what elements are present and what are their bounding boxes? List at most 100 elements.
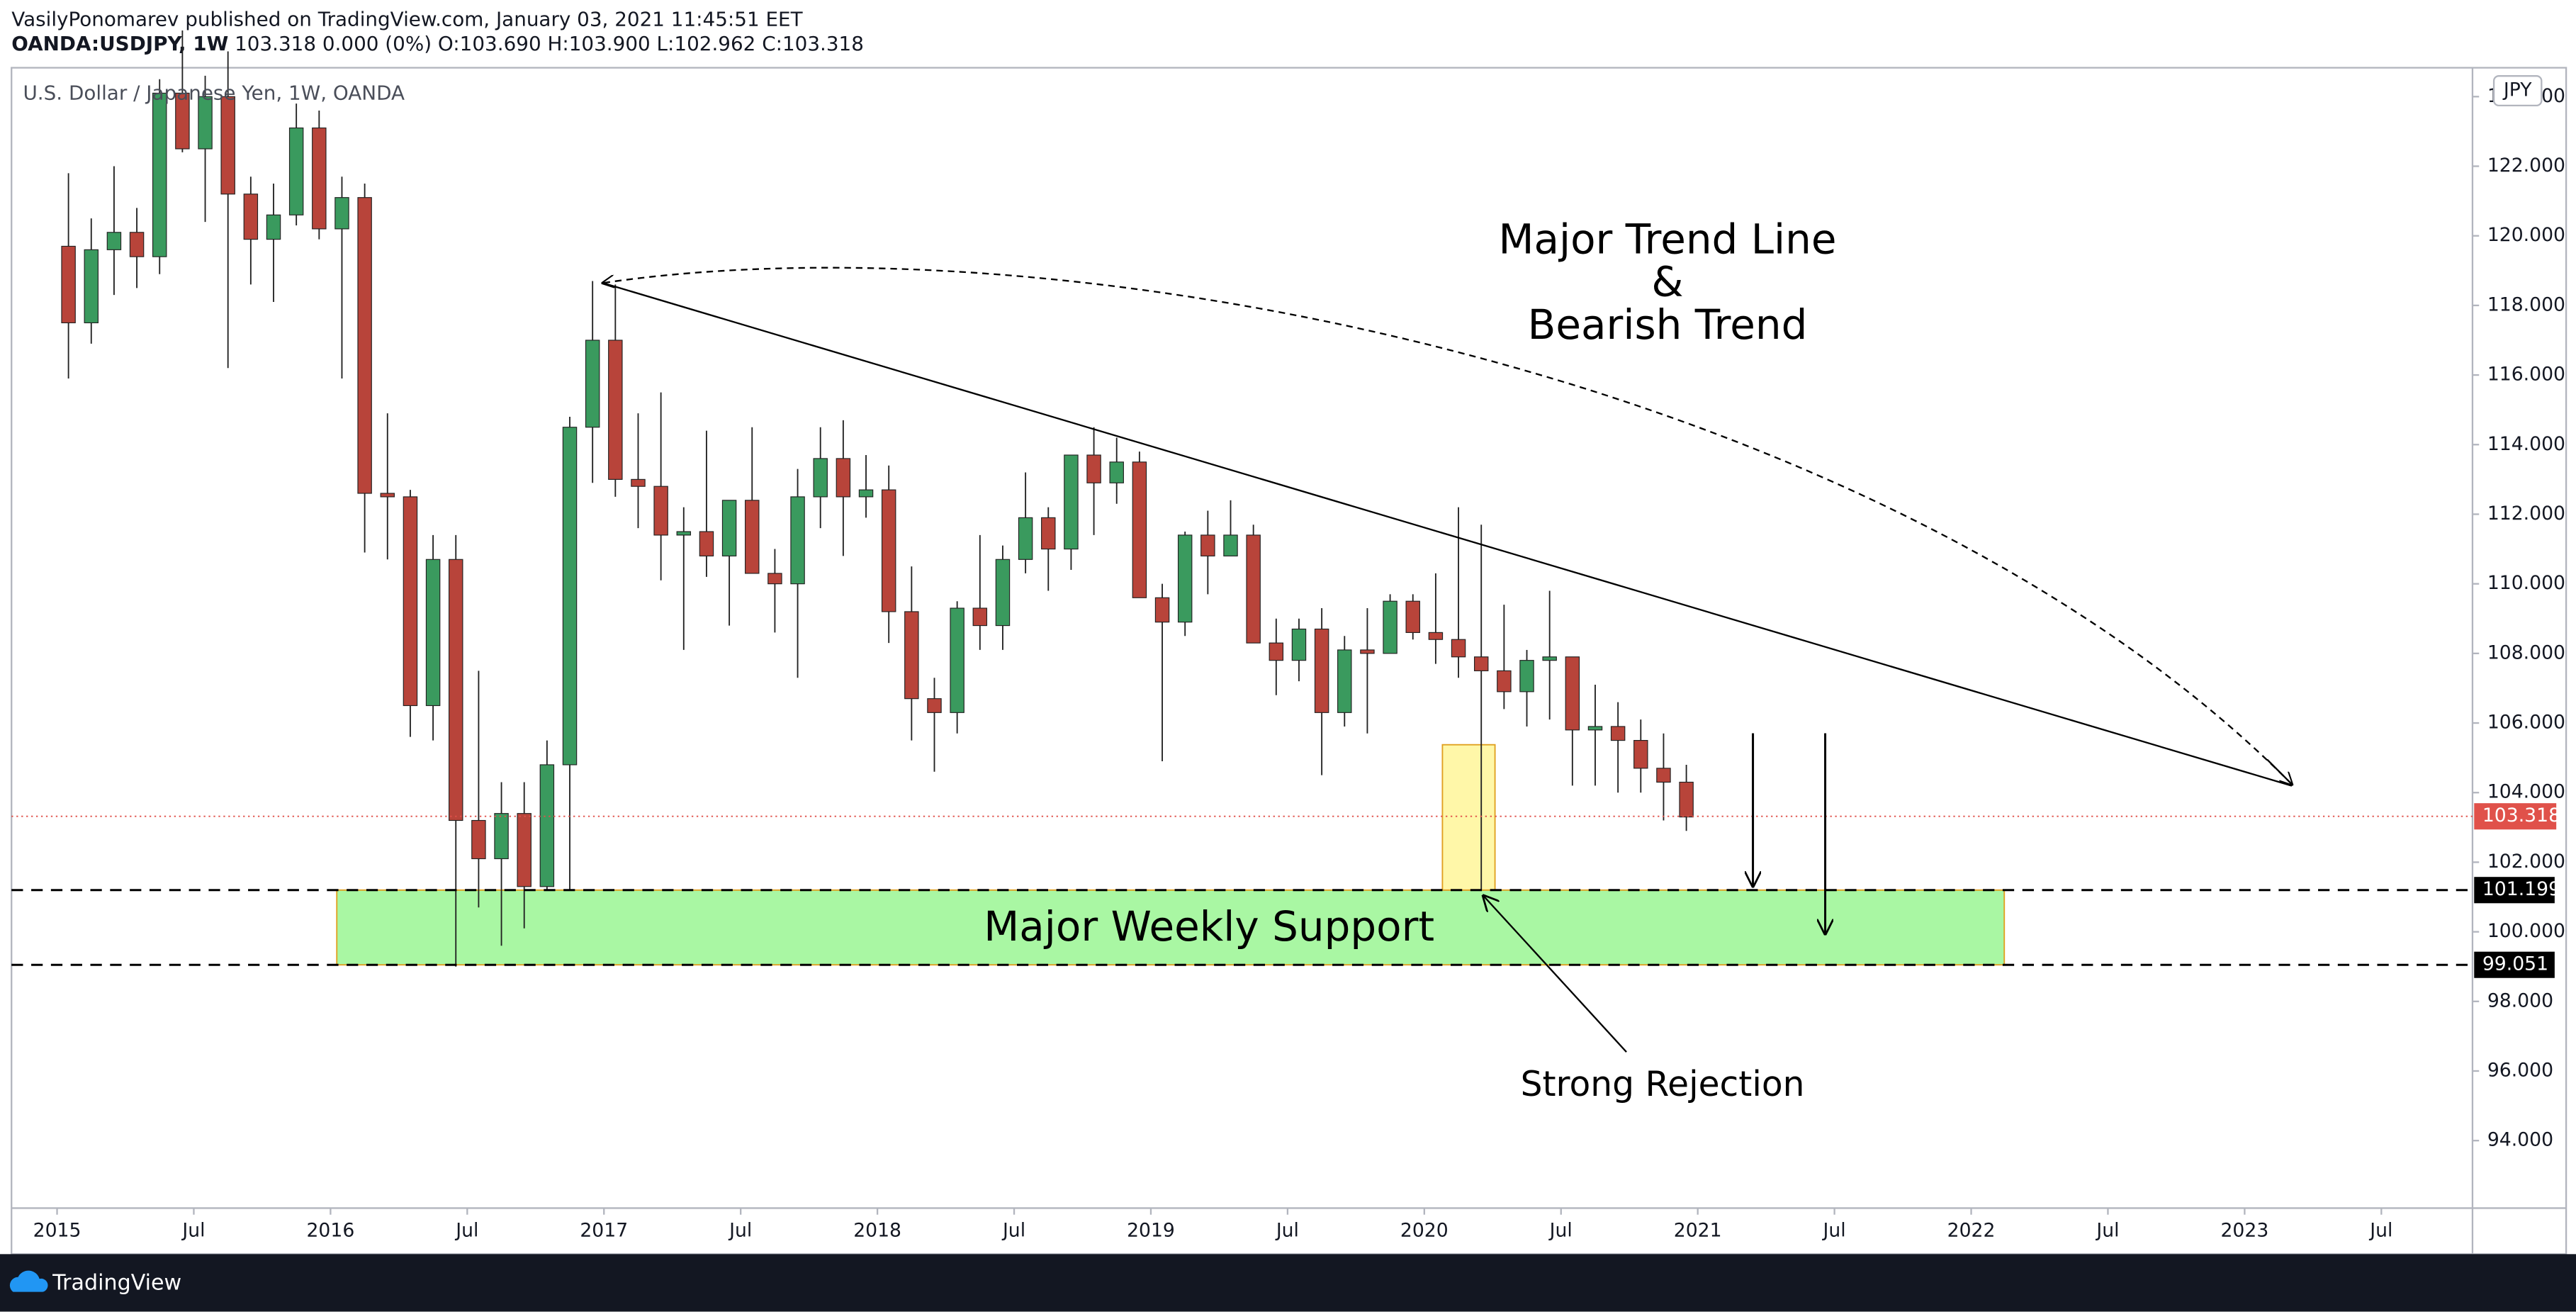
candle-body — [790, 496, 805, 585]
candle-body — [220, 96, 235, 195]
level-label: 101.199 — [2482, 878, 2560, 900]
symbol-line: OANDA:USDJPY, 1W 103.318 0.000 (0%) O:10… — [11, 32, 864, 55]
candle-body — [1246, 534, 1261, 644]
candle-body — [653, 486, 668, 536]
candle-body — [1633, 740, 1648, 769]
x-tick-label: 2021 — [1674, 1219, 1722, 1241]
trend-title: & — [1651, 258, 1683, 306]
candle-body — [1154, 597, 1170, 623]
trend-line — [602, 282, 2293, 787]
candle-body — [1064, 454, 1079, 550]
y-tick-label: 108.000 — [2487, 641, 2565, 663]
legend-title: U.S. Dollar / Japanese Yen, 1W, OANDA — [23, 82, 405, 105]
x-tick-label: 2020 — [1400, 1219, 1449, 1241]
x-tick-label: Jul — [454, 1219, 478, 1241]
candle-body — [927, 698, 942, 713]
x-tick-label: 2018 — [853, 1219, 901, 1241]
candle-body — [1086, 454, 1101, 483]
candle-body — [585, 340, 600, 428]
high: H:103.900 — [547, 32, 650, 55]
x-tick-label: Jul — [181, 1219, 205, 1241]
candle-body — [972, 607, 988, 627]
level-label: 99.051 — [2482, 953, 2548, 975]
last-price-badge — [2474, 803, 2557, 830]
y-tick-label: 96.000 — [2487, 1059, 2553, 1081]
candle-body — [152, 92, 167, 257]
open: O:103.690 — [438, 32, 541, 55]
brand[interactable]: TradingView — [52, 1271, 181, 1296]
candle-body — [266, 214, 281, 240]
x-tick-label: 2017 — [580, 1219, 628, 1241]
level-badge — [2474, 951, 2555, 978]
x-tick-label: 2016 — [306, 1219, 354, 1241]
logo — [9, 1270, 48, 1292]
y-tick-label: 102.000 — [2487, 851, 2565, 873]
y-tick-label: 100.000 — [2487, 920, 2565, 942]
y-tick-label: 118.000 — [2487, 293, 2565, 315]
candle-body — [813, 458, 828, 498]
candle-body — [1610, 726, 1626, 741]
x-tick-label: Jul — [1548, 1219, 1573, 1241]
y-tick-label: 98.000 — [2487, 989, 2553, 1011]
candle-body — [676, 531, 692, 536]
x-tick-label: Jul — [2368, 1219, 2392, 1241]
candle-body — [745, 500, 760, 574]
candle-body — [1200, 534, 1215, 556]
low: L:102.962 — [657, 32, 756, 55]
candle-body — [288, 127, 304, 215]
x-tick-label: 2022 — [1947, 1219, 1996, 1241]
candle-body — [1473, 656, 1489, 671]
candle-body — [1497, 670, 1512, 693]
footer — [0, 1254, 2576, 1312]
x-tick-label: Jul — [2095, 1219, 2119, 1241]
candle-body — [106, 232, 122, 250]
arc-end — [2266, 758, 2292, 785]
candle-body — [425, 559, 441, 707]
candle-body — [1587, 726, 1603, 731]
candle-body — [61, 245, 76, 324]
candle-body — [1451, 639, 1466, 658]
x-tick-label: Jul — [1001, 1219, 1025, 1241]
candle-body — [1679, 781, 1694, 818]
close: C:103.318 — [762, 32, 864, 55]
candle-body — [721, 500, 737, 556]
candle-body — [380, 493, 395, 498]
symbol: OANDA:USDJPY, 1W — [11, 32, 228, 55]
candle-body — [1405, 600, 1420, 633]
candle-body — [1018, 517, 1033, 560]
last-price-label: 103.318 — [2482, 804, 2560, 826]
candle-body — [950, 607, 964, 713]
candle-body — [1223, 534, 1238, 556]
y-tick-label: 110.000 — [2487, 572, 2565, 594]
y-tick-label: 106.000 — [2487, 712, 2565, 734]
candle-body — [1383, 600, 1397, 654]
plot: 94.00096.00098.000100.000102.000104.0001… — [33, 30, 2565, 1241]
candle-body — [1132, 461, 1147, 598]
candle-body — [1656, 768, 1671, 783]
candle-body — [312, 127, 327, 230]
candle-body — [699, 531, 714, 556]
candle-body — [1519, 660, 1534, 693]
candle-body — [1177, 534, 1193, 623]
x-tick-label: Jul — [1822, 1219, 1846, 1241]
candle-body — [243, 194, 259, 240]
rejection-label: Strong Rejection — [1521, 1065, 1805, 1104]
y-tick-label: 94.000 — [2487, 1129, 2553, 1151]
rejection-arrow — [1483, 896, 1627, 1053]
y-tick-label: 104.000 — [2487, 781, 2565, 803]
candle-body — [175, 92, 190, 150]
candle-body — [836, 458, 851, 498]
currency-label: JPY — [2502, 79, 2532, 101]
y-tick-label: 112.000 — [2487, 503, 2565, 525]
x-tick-label: Jul — [728, 1219, 752, 1241]
candle-body — [357, 197, 372, 494]
y-tick-label: 120.000 — [2487, 224, 2565, 246]
candle-body — [608, 340, 623, 480]
candle-body — [517, 813, 531, 887]
candle-body — [1428, 632, 1444, 640]
support-zone — [336, 889, 2006, 966]
candle-body — [449, 559, 463, 822]
candle-body — [471, 819, 486, 860]
candle-body — [1109, 461, 1124, 483]
candle-body — [1565, 656, 1580, 731]
